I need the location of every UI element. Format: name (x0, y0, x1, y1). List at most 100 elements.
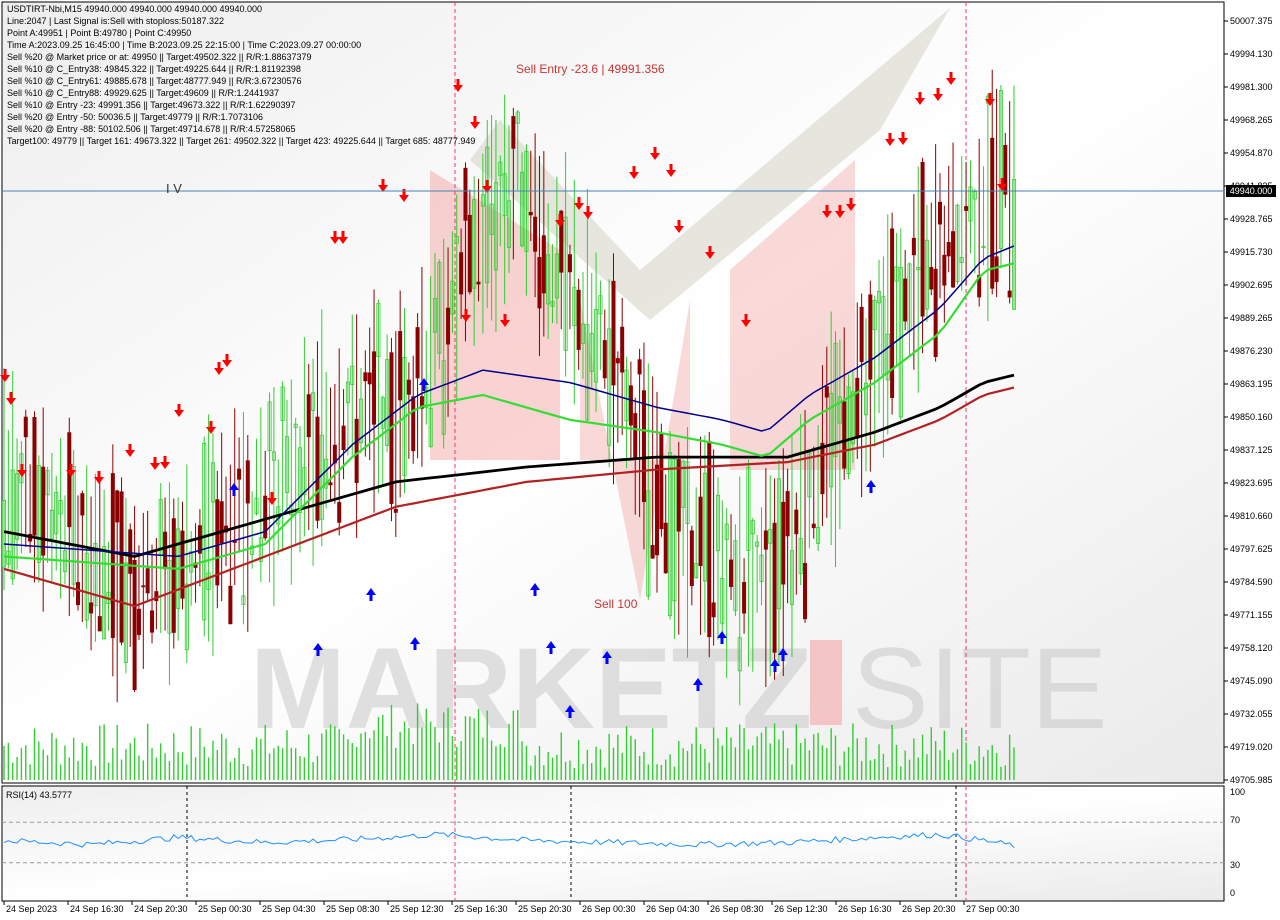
y-tick-label: 49823.695 (1230, 478, 1273, 488)
candle-body (520, 171, 525, 247)
sell-arrow (267, 492, 277, 505)
sell-zone (730, 160, 855, 470)
candle-body (2, 499, 7, 568)
rsi-panel (1, 785, 1225, 902)
y-tick-label: 49928.765 (1230, 214, 1273, 224)
info-line: Sell %20 @ Entry -50: 50036.5 || Target:… (7, 112, 263, 122)
candle-body (385, 359, 390, 446)
candle-body (820, 442, 825, 495)
x-tick-label: 24 Sep 16:30 (70, 904, 124, 914)
sell-zone (430, 170, 560, 460)
y-tick-label: 49968.265 (1230, 115, 1273, 125)
y-tick-label: 49850.160 (1230, 412, 1273, 422)
candle-body (990, 137, 995, 289)
y-tick-label: 49797.625 (1230, 544, 1273, 554)
candle-body (32, 417, 37, 536)
info-line: Sell %20 @ Market price or at: 49950 || … (7, 52, 312, 62)
candle-body (271, 451, 276, 461)
candle-body (546, 254, 551, 305)
candle-body (163, 531, 168, 570)
candle-body (354, 418, 359, 483)
candle-body (241, 595, 246, 605)
sell-arrow (574, 197, 584, 210)
sell-arrow (461, 309, 471, 322)
candle-body (611, 280, 616, 386)
candle-body (816, 527, 821, 544)
x-tick-label: 26 Sep 12:30 (774, 904, 828, 914)
candle-body (863, 382, 868, 416)
y-tick-label: 49837.125 (1230, 445, 1273, 455)
ma-blue-line (3, 245, 1015, 558)
candle-body (311, 392, 316, 411)
candle-body (45, 470, 50, 496)
y-tick-label: 49705.985 (1230, 775, 1273, 785)
candle-body (150, 610, 155, 633)
candles (2, 69, 1017, 706)
sell-arrow (629, 166, 639, 179)
ma-red-line (3, 386, 1015, 608)
candle-body (620, 326, 625, 373)
x-tick-label: 24 Sep 2023 (6, 904, 57, 914)
candle-body (581, 323, 586, 344)
ma-green-line (3, 262, 1015, 571)
candle-body (232, 540, 237, 543)
candle-body (84, 552, 89, 621)
candle-body (763, 530, 768, 550)
sell-arrow (674, 220, 684, 233)
sell-arrow (453, 79, 463, 92)
candle-body (842, 401, 847, 469)
candle-body (180, 530, 185, 599)
candle-body (506, 200, 511, 248)
candle-body (742, 581, 747, 614)
candle-body (254, 497, 259, 515)
candle-body (424, 386, 429, 409)
sell-arrow (741, 314, 751, 327)
candle-body (550, 301, 555, 307)
candle-body (41, 466, 46, 556)
buy-arrow (717, 631, 727, 644)
sell-arrow (500, 314, 510, 327)
candle-body (428, 407, 433, 448)
watermark: MARKETZ SITE (250, 8, 1108, 753)
candle-body (929, 266, 934, 290)
info-line: Sell %10 @ C_Entry61: 49885.678 || Targe… (7, 76, 302, 86)
candle-body (729, 559, 734, 587)
candle-body (633, 413, 638, 460)
candle-body (576, 289, 581, 350)
rsi-series: 100 70 30 0 (2, 787, 1245, 898)
buy-arrow (546, 641, 556, 654)
candle-body (750, 520, 755, 535)
y-tick-label: 49719.020 (1230, 742, 1273, 752)
candle-body (498, 161, 503, 176)
candle-body (663, 522, 668, 574)
candle-body (145, 568, 150, 594)
sell-arrow (378, 179, 388, 192)
candle-body (628, 385, 633, 426)
candle-body (572, 286, 577, 327)
candle-body (171, 518, 176, 633)
y-tick-label: 49745.090 (1230, 676, 1273, 686)
y-tick-label: 50007.375 (1230, 16, 1273, 26)
sell-arrow (997, 178, 1007, 191)
candle-body (206, 572, 211, 590)
candle-body (672, 458, 677, 602)
sell-arrow (399, 189, 409, 202)
candle-body (237, 468, 242, 480)
candle-body (67, 432, 72, 528)
info-line: USDTIRT-Nbi,M15 49940.000 49940.000 4994… (7, 4, 262, 14)
candle-body (776, 478, 781, 610)
buy-arrow (693, 678, 703, 691)
candle-body (110, 473, 115, 639)
info-line: Sell %10 @ Entry -23: 49991.356 || Targe… (7, 100, 296, 110)
candle-body (358, 398, 363, 444)
watermark-separator (810, 640, 842, 725)
candle-body (284, 436, 289, 493)
x-tick-label: 26 Sep 16:30 (838, 904, 892, 914)
candle-body (184, 583, 189, 651)
y-tick-label: 49915.730 (1230, 247, 1273, 257)
candle-body (393, 508, 398, 513)
x-tick-label: 25 Sep 08:30 (326, 904, 380, 914)
sell-arrow (666, 164, 676, 177)
buy-arrow (410, 637, 420, 650)
